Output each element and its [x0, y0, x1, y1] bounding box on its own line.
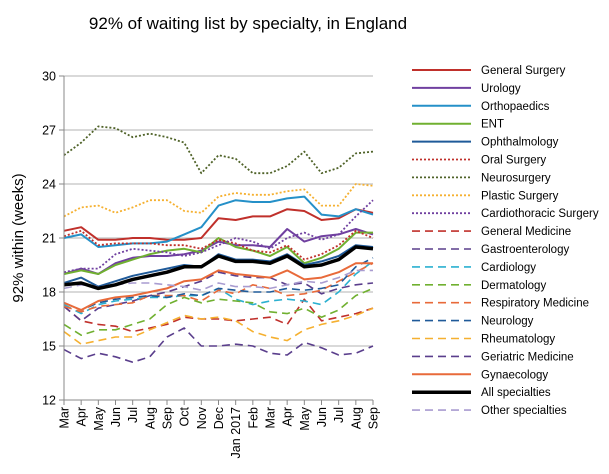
legend-item-respiratory-medicine: Respiratory Medicine — [412, 298, 589, 310]
legend-label: Gynaecology — [481, 369, 548, 381]
x-tick-label: Oct — [178, 406, 192, 426]
x-tick-label: Apr — [281, 407, 295, 426]
legend-item-cardiology: Cardiology — [412, 262, 536, 274]
x-tick-label: Feb — [246, 407, 260, 429]
series-line-dermatology — [63, 287, 374, 337]
legend-label: Geriatric Medicine — [481, 351, 574, 363]
legend-item-plastic-surgery: Plastic Surgery — [412, 190, 559, 202]
y-axis-ticks: 12 15 18 21 24 27 30 — [42, 70, 64, 408]
gridlines — [64, 75, 373, 401]
legend-item-other-specialties: Other specialties — [412, 405, 567, 417]
y-tick-label: 21 — [42, 232, 56, 246]
y-axis-label: 92% within (weeks) — [10, 173, 27, 302]
legend-item-geriatric-medicine: Geriatric Medicine — [412, 351, 574, 363]
y-tick-label: 18 — [42, 286, 56, 300]
legend-item-neurosurgery: Neurosurgery — [412, 172, 551, 184]
legend-label: Orthopaedics — [481, 101, 550, 113]
legend-item-dermatology: Dermatology — [412, 280, 546, 292]
legend-item-orthopaedics: Orthopaedics — [412, 101, 550, 113]
legend-label: Urology — [481, 83, 521, 95]
legend-item-gastroenterology: Gastroenterology — [412, 244, 569, 256]
x-tick-label: Jul — [332, 407, 346, 423]
legend-item-all-specialties: All specialties — [412, 387, 551, 399]
legend-label: Dermatology — [481, 280, 546, 292]
legend-item-ent: ENT — [412, 119, 504, 131]
x-tick-label: Jan 2017 — [229, 407, 243, 458]
x-tick-label: Apr — [75, 407, 89, 426]
series-line-gastroenterology — [63, 271, 374, 322]
legend-label: Neurosurgery — [481, 172, 551, 184]
series-line-rheumatology — [63, 307, 374, 346]
x-tick-label: May — [92, 406, 106, 430]
legend-label: All specialties — [481, 387, 551, 399]
x-tick-label: Jul — [126, 407, 140, 423]
x-tick-label: Aug — [349, 407, 363, 429]
legend-item-general-medicine: General Medicine — [412, 226, 571, 238]
legend-item-general-surgery: General Surgery — [412, 65, 566, 77]
legend-label: General Medicine — [481, 226, 571, 238]
x-tick-label: Sep — [161, 407, 175, 429]
series-line-general-surgery — [63, 208, 374, 241]
legend: General Surgery Urology Orthopaedics ENT Oph… — [412, 65, 599, 417]
legend-item-gynaecology: Gynaecology — [412, 369, 548, 381]
legend-label: Cardiology — [481, 262, 536, 274]
legend-label: Gastroenterology — [481, 244, 569, 256]
series-line-urology — [63, 228, 374, 275]
legend-label: Cardiothoracic Surgery — [481, 208, 599, 220]
series-line-oral-surgery — [63, 229, 374, 261]
legend-label: Rheumatology — [481, 334, 555, 346]
x-tick-label: Aug — [143, 407, 157, 429]
y-tick-label: 27 — [42, 124, 56, 138]
legend-label: Neurology — [481, 316, 534, 328]
y-tick-label: 24 — [42, 178, 56, 192]
legend-label: Respiratory Medicine — [481, 298, 589, 310]
x-tick-label: May — [298, 406, 312, 430]
series-line-geriatric-medicine — [63, 327, 374, 364]
series-line-ent — [63, 231, 373, 275]
legend-label: Other specialties — [481, 405, 567, 417]
legend-label: Ophthalmology — [481, 137, 559, 149]
legend-label: Oral Surgery — [481, 155, 546, 167]
y-tick-label: 30 — [42, 70, 56, 84]
legend-item-oral-surgery: Oral Surgery — [412, 155, 546, 167]
series-line-gynaecology — [63, 262, 373, 311]
series-line-general-medicine — [63, 298, 374, 333]
series-line-neurosurgery — [63, 125, 374, 175]
legend-item-neurology: Neurology — [412, 316, 534, 328]
x-tick-label: Mar — [264, 407, 278, 429]
legend-item-rheumatology: Rheumatology — [412, 334, 555, 346]
legend-label: ENT — [481, 119, 504, 131]
series-line-all-specialties — [63, 245, 374, 291]
x-tick-label: Sep — [367, 407, 381, 429]
legend-label: Plastic Surgery — [481, 190, 559, 202]
series-line-ophthalmology — [63, 244, 374, 288]
series-line-respiratory-medicine — [63, 262, 374, 313]
y-tick-label: 12 — [42, 394, 56, 408]
y-tick-label: 15 — [42, 340, 56, 354]
x-tick-label: Nov — [195, 406, 209, 429]
legend-item-ophthalmology: Ophthalmology — [412, 137, 559, 149]
x-tick-label: Jun — [315, 407, 329, 427]
series-line-cardiothoracic-surgery — [63, 199, 374, 274]
x-tick-label: Dec — [212, 407, 226, 429]
x-axis-ticks: Mar Apr May Jun Jul Aug Sep Oct Nov Dec Jan 2017 Fe… — [58, 400, 381, 458]
legend-item-urology: Urology — [412, 83, 521, 95]
legend-item-cardiothoracic-surgery: Cardiothoracic Surgery — [412, 208, 599, 220]
x-tick-label: Mar — [58, 407, 72, 429]
series-line-neurology — [63, 257, 374, 311]
series-line-plastic-surgery — [63, 183, 374, 218]
series-lines — [63, 125, 374, 364]
x-tick-label: Jun — [109, 407, 123, 427]
series-line-orthopaedics — [63, 195, 374, 248]
chart-title: 92% of waiting list by specialty, in Eng… — [89, 14, 407, 33]
legend-label: General Surgery — [481, 65, 566, 77]
